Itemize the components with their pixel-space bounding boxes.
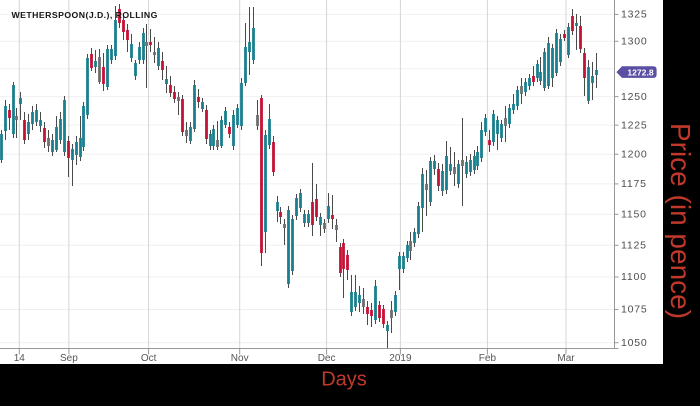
svg-text:1225: 1225 [621,119,648,131]
svg-text:1250: 1250 [621,91,648,103]
svg-text:Nov: Nov [231,353,249,364]
svg-text:Price (in pence): Price (in pence) [665,123,696,319]
svg-text:1075: 1075 [621,304,648,316]
svg-text:1050: 1050 [621,337,648,349]
svg-text:Mar: Mar [557,353,575,364]
svg-text:Sep: Sep [60,353,78,364]
svg-text:Days: Days [321,369,367,391]
svg-text:1175: 1175 [621,178,647,190]
svg-text:2019: 2019 [389,353,412,364]
svg-text:WETHERSPOON(J.D.), ROLLING: WETHERSPOON(J.D.), ROLLING [12,10,158,20]
svg-text:1100: 1100 [621,271,647,283]
svg-text:1272.8: 1272.8 [627,67,654,77]
svg-text:1325: 1325 [621,9,648,21]
svg-text:Feb: Feb [479,353,497,364]
svg-text:1125: 1125 [621,240,647,252]
svg-text:14: 14 [14,353,26,364]
svg-text:Dec: Dec [318,353,336,364]
svg-text:1200: 1200 [621,148,648,160]
svg-text:Oct: Oct [141,353,157,364]
svg-text:1300: 1300 [621,36,648,48]
svg-text:1150: 1150 [621,209,647,221]
